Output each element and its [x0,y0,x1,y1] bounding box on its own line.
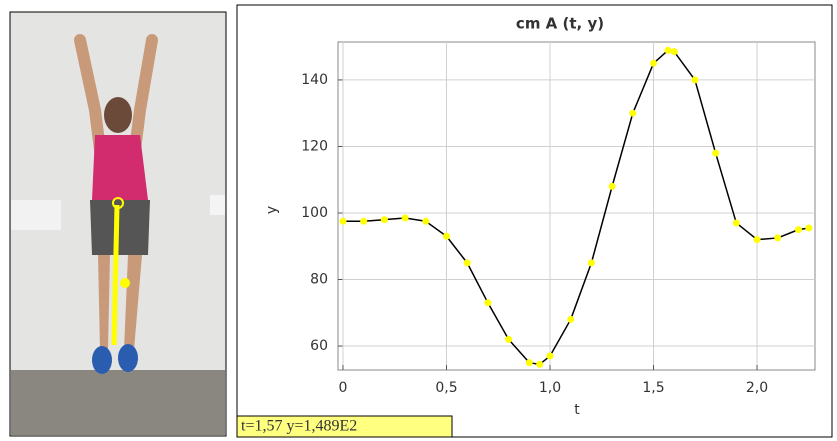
data-point [567,315,575,323]
y-tick-label: 100 [301,205,328,221]
data-point [536,360,544,368]
plot-area [337,41,816,371]
data-point [670,48,678,56]
data-point [442,232,450,240]
data-point [794,226,802,234]
video-frame [9,11,227,437]
data-point [525,359,533,367]
data-point [401,214,409,222]
data-point [732,219,740,227]
x-tick-label: 0,5 [435,380,457,396]
x-tick-label: 2,0 [746,380,768,396]
readout: t=1,57 y=1,489E2 [241,418,357,435]
y-tick-label: 60 [310,338,328,354]
data-point [484,299,492,307]
x-tick-label: 1,5 [642,380,664,396]
data-point [360,217,368,225]
y-tick-label: 80 [310,272,328,288]
x-axis-label: t [574,402,580,418]
data-point [664,46,672,54]
data-point [546,352,554,360]
data-point [463,259,471,267]
data-point [691,76,699,84]
data-point [380,216,388,224]
data-point [774,234,782,242]
data-point [650,59,658,67]
data-line [342,49,809,366]
data-point [712,149,720,157]
x-tick-label: 0 [339,380,348,396]
data-point [608,182,616,190]
y-axis-label: y [264,206,280,214]
data-point [422,217,430,225]
data-point [339,217,347,225]
data-point [805,224,813,232]
y-tick-label: 120 [301,138,328,154]
data-point [753,236,761,244]
readout-box [236,415,453,438]
chart-title: cm A (t, y) [516,15,604,33]
y-tick-label: 140 [301,72,328,88]
data-point [587,259,595,267]
x-tick-label: 1,0 [539,380,561,396]
data-point [505,335,513,343]
data-point [629,109,637,117]
